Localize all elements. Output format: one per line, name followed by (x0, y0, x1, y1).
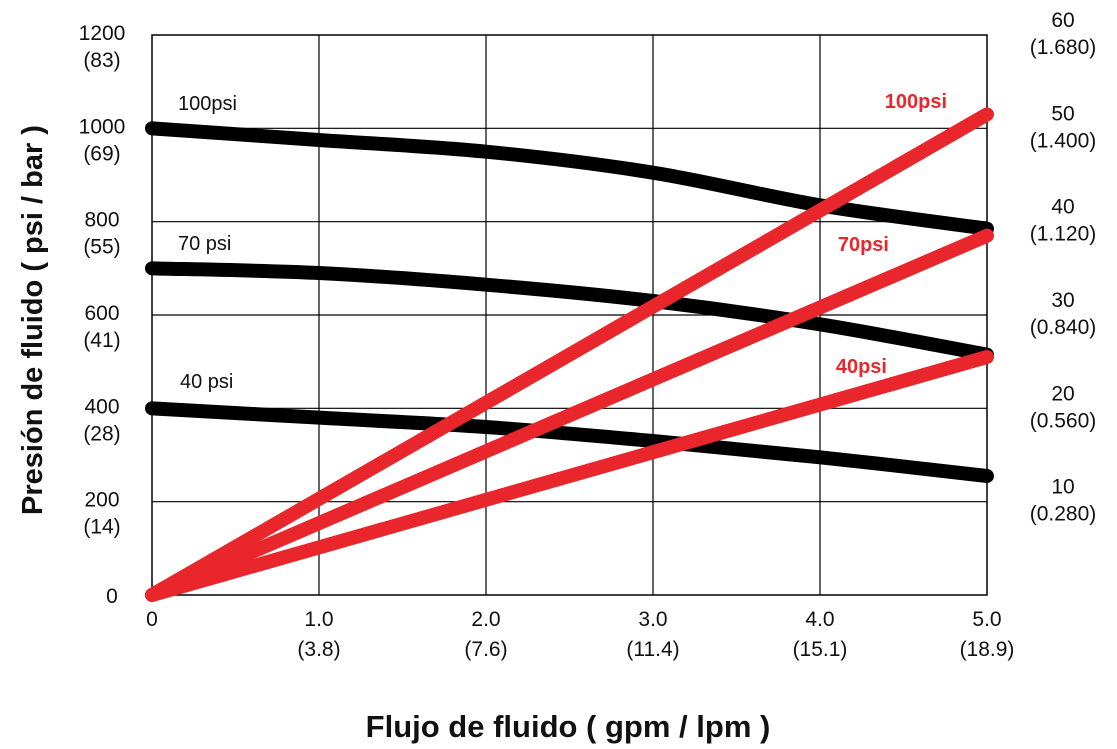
x-tick-label: 3.0 (638, 608, 667, 631)
y-left-tick-label: 1200 (79, 22, 126, 45)
y-right-tick-label: 30 (1051, 289, 1074, 312)
x-tick-sublabel: (3.8) (297, 638, 340, 661)
y-right-tick-sublabel: (0.840) (1030, 316, 1097, 339)
y-left-tick-sublabel: (28) (83, 422, 120, 445)
series-label: 70psi (838, 234, 889, 256)
y-left-tick-label: 800 (84, 209, 119, 232)
series-line-black-1 (145, 261, 994, 362)
y-right-tick-sublabel: (0.280) (1030, 503, 1097, 526)
x-tick-sublabel: (11.4) (626, 638, 679, 661)
y-left-tick-sublabel: (69) (83, 142, 120, 165)
x-axis-title: Flujo de fluido ( gpm / lpm ) (366, 709, 771, 744)
x-tick-label: 4.0 (805, 608, 834, 631)
y-right-tick-label: 50 (1051, 102, 1074, 125)
tick-labels: 0 1.0 (3.8) 2.0 (7.6) 3.0 (11.4) 4.0 (15.1) 5.0 (1… (79, 9, 1097, 661)
grid (151, 34, 988, 596)
y-right-tick-sublabel: (0.560) (1030, 409, 1097, 432)
series-line-red-4 (145, 228, 994, 602)
y-left-tick-label: 0 (106, 585, 118, 608)
series-lines (145, 107, 994, 602)
series-labels: 100psi 70 psi 40 psi 100psi 70psi 40psi (178, 91, 947, 393)
series-line-red-5 (145, 350, 994, 602)
series-label: 70 psi (178, 233, 231, 255)
series-line-black-2 (145, 401, 994, 483)
y-right-tick-label: 10 (1051, 476, 1074, 499)
x-tick-sublabel: (18.9) (960, 638, 1015, 661)
series-line-red-3 (145, 107, 994, 602)
y-left-tick-label: 1000 (79, 115, 126, 138)
x-tick-sublabel: (15.1) (793, 638, 848, 661)
y-right-tick-sublabel: (1.400) (1030, 129, 1097, 152)
series-label: 40 psi (180, 371, 233, 393)
series-line-black-0 (145, 121, 994, 236)
x-tick-label: 0 (146, 608, 158, 631)
x-tick-sublabel: (7.6) (464, 638, 507, 661)
series-label: 100psi (178, 93, 237, 115)
y-left-tick-sublabel: (41) (83, 329, 120, 352)
x-tick-label: 5.0 (972, 608, 1001, 631)
y-left-tick-label: 200 (84, 489, 119, 512)
y-right-tick-label: 60 (1051, 9, 1074, 32)
y-left-tick-sublabel: (83) (83, 49, 120, 72)
series-label: 40psi (836, 356, 887, 378)
y-right-tick-label: 40 (1051, 196, 1074, 219)
y-right-tick-label: 20 (1051, 382, 1074, 405)
y-left-tick-label: 600 (84, 302, 119, 325)
y-right-tick-sublabel: (1.680) (1030, 36, 1097, 59)
y-left-tick-sublabel: (55) (83, 236, 120, 259)
series-label: 100psi (885, 91, 947, 113)
y-axis-title: Presión de fluido ( psi / bar ) (17, 125, 49, 515)
y-right-tick-sublabel: (1.120) (1030, 223, 1097, 246)
y-left-tick-sublabel: (14) (83, 516, 120, 539)
x-tick-label: 2.0 (471, 608, 500, 631)
y-left-tick-label: 400 (84, 395, 119, 418)
x-tick-label: 1.0 (304, 608, 333, 631)
